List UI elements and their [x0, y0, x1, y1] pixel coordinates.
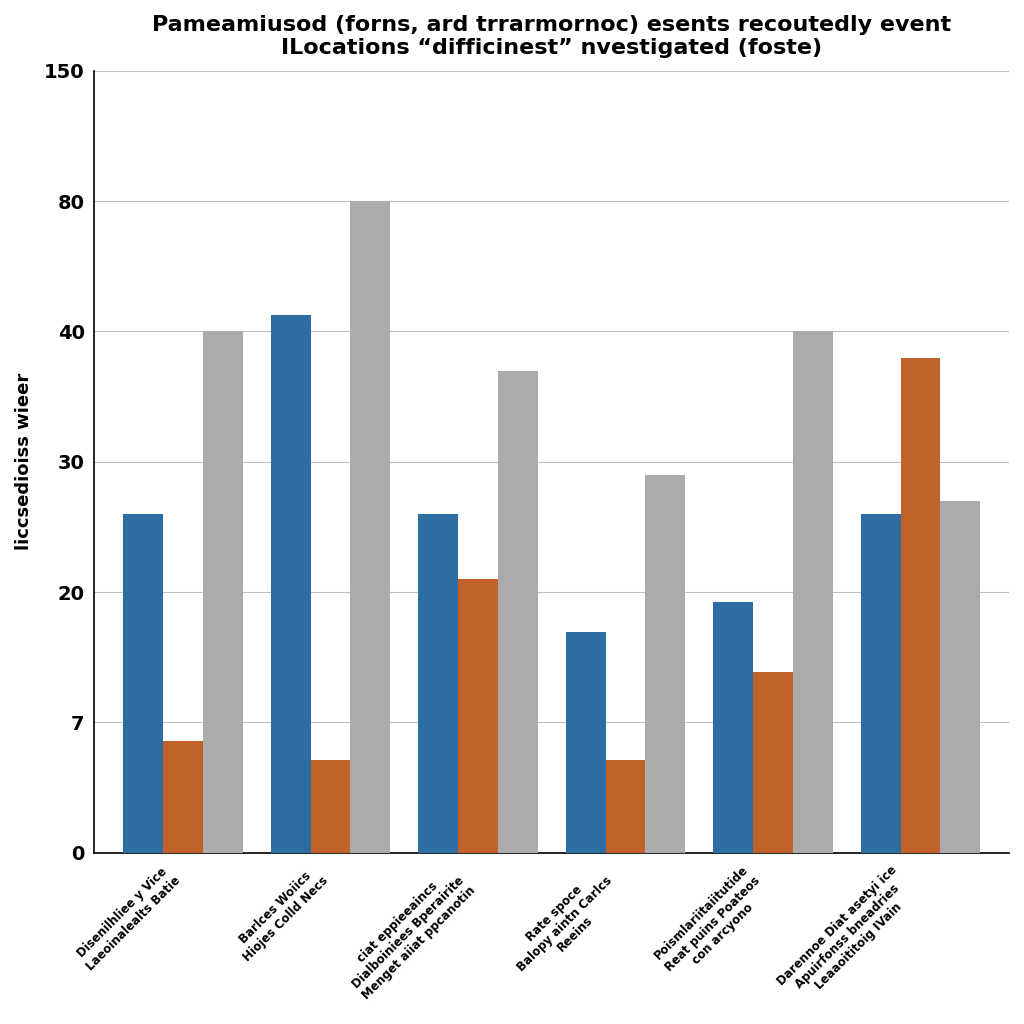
Bar [350, 201, 390, 853]
Bar [310, 760, 350, 853]
Bar [605, 760, 645, 853]
Bar [645, 475, 685, 853]
Bar [900, 357, 940, 853]
Y-axis label: liccsedioiss wieer: liccsedioiss wieer [15, 373, 33, 550]
Bar [714, 602, 753, 853]
Title: Pameamiusod (forns, ard trrarmornoc) esents recoutedly event
ILocations “diffici: Pameamiusod (forns, ard trrarmornoc) ese… [153, 15, 951, 58]
Bar [458, 579, 498, 853]
Bar [565, 632, 605, 853]
Bar [270, 315, 310, 853]
Bar [418, 514, 458, 853]
Bar [861, 514, 900, 853]
Bar [753, 672, 793, 853]
Bar [940, 501, 980, 853]
Bar [203, 332, 243, 853]
Bar [793, 332, 833, 853]
Bar [123, 514, 163, 853]
Bar [498, 371, 538, 853]
Bar [163, 741, 203, 853]
